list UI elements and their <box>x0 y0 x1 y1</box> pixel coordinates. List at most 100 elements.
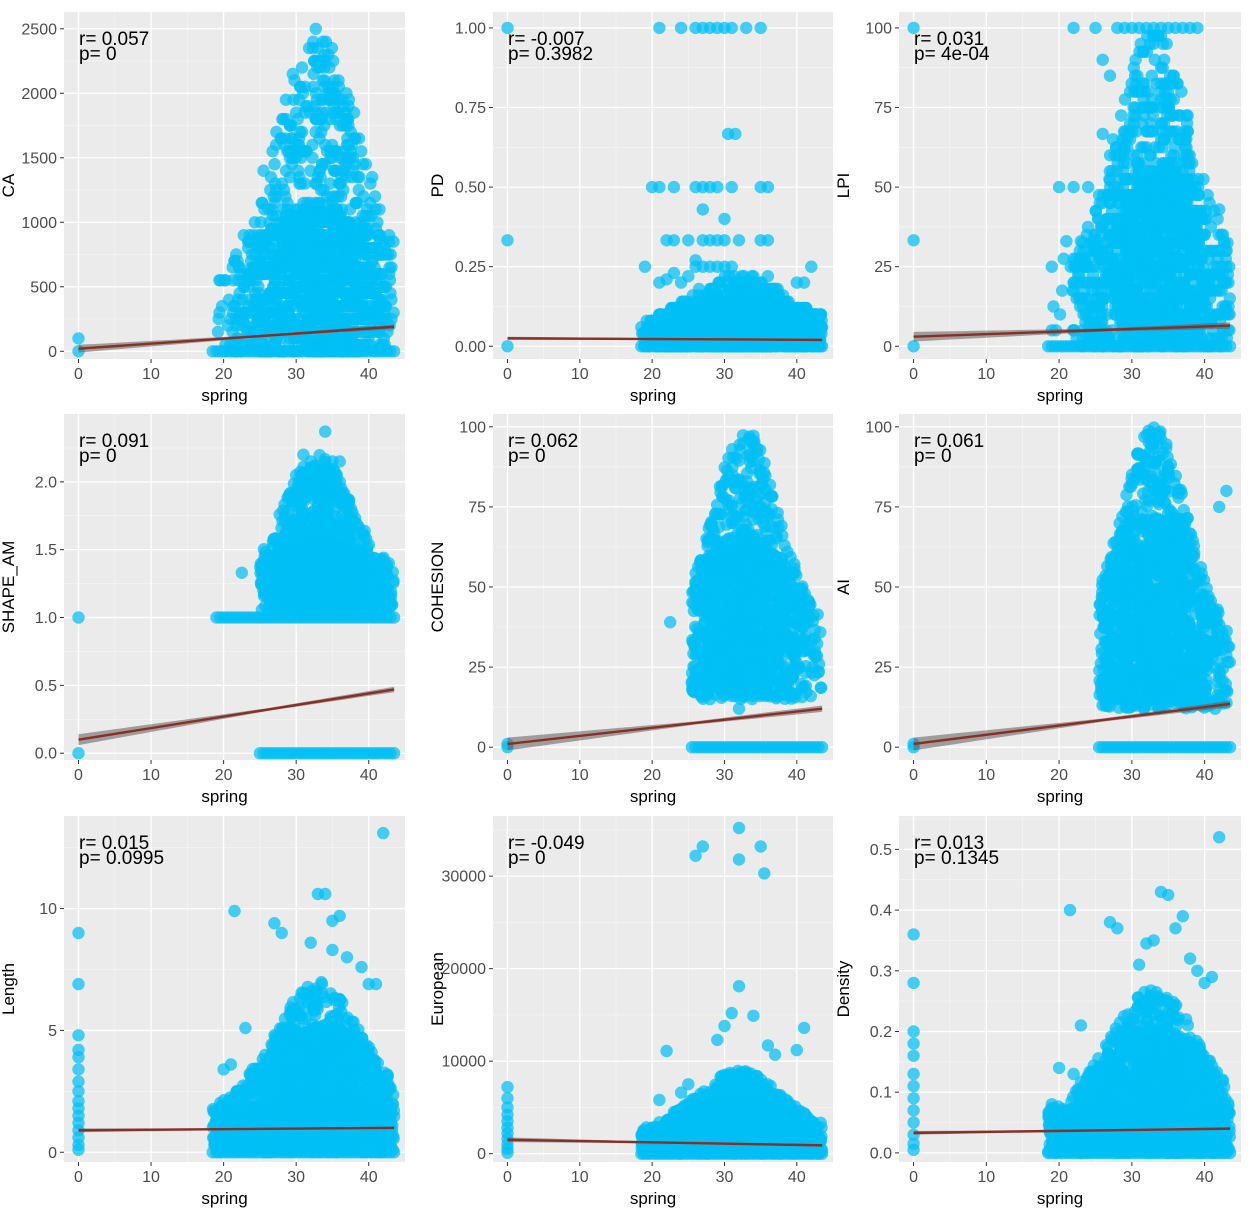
data-point <box>243 235 256 248</box>
data-point <box>1192 204 1205 218</box>
y-tick-label: 2.0 <box>35 474 57 491</box>
x-tick-label: 0 <box>503 366 512 383</box>
data-point <box>359 306 372 319</box>
x-tick-label: 0 <box>74 366 83 383</box>
data-point <box>1103 69 1117 82</box>
data-point <box>682 270 695 283</box>
data-point <box>309 177 322 190</box>
y-tick-label: 0 <box>48 344 57 361</box>
y-tick-label: 0.75 <box>455 100 486 117</box>
data-point <box>667 234 681 247</box>
data-point <box>1074 235 1088 248</box>
data-point <box>276 345 290 358</box>
data-point <box>316 274 329 287</box>
data-point <box>718 212 731 226</box>
data-point <box>1069 252 1083 265</box>
data-point <box>235 319 248 332</box>
data-point <box>1141 165 1154 178</box>
data-point <box>1067 180 1080 194</box>
data-point <box>256 196 269 210</box>
data-point <box>501 234 514 247</box>
data-point <box>294 177 308 190</box>
data-point <box>1192 172 1205 186</box>
data-point <box>1130 157 1144 170</box>
data-point <box>1096 53 1109 66</box>
data-point <box>241 274 255 287</box>
data-point <box>1201 188 1214 202</box>
data-point <box>373 203 386 216</box>
data-point <box>257 261 271 274</box>
data-point <box>689 327 702 340</box>
data-point <box>238 306 252 319</box>
regression-line <box>913 324 1231 338</box>
data-point <box>656 314 669 327</box>
data-point <box>1142 220 1156 234</box>
x-tick-label: 10 <box>571 366 589 383</box>
data-point <box>1155 117 1169 130</box>
data-point <box>1187 188 1201 202</box>
data-point <box>745 270 758 283</box>
data-point <box>1154 101 1167 114</box>
x-tick-label: 30 <box>287 767 305 784</box>
data-point <box>290 332 303 345</box>
y-tick-label: 0.25 <box>455 259 486 276</box>
x-tick-label: 20 <box>215 366 233 383</box>
y-tick-label: 1500 <box>21 150 57 167</box>
data-point <box>1175 172 1189 186</box>
data-point <box>281 229 295 242</box>
data-point <box>696 203 709 216</box>
x-tick-label: 30 <box>1123 366 1141 383</box>
data-point <box>1157 308 1171 321</box>
scatter-points <box>501 21 829 353</box>
data-point <box>1143 292 1156 305</box>
data-point <box>72 332 85 345</box>
data-point <box>1189 284 1202 297</box>
data-point <box>313 261 326 274</box>
data-point <box>1076 340 1089 353</box>
data-point <box>1184 332 1197 345</box>
data-point <box>1130 85 1143 98</box>
data-point <box>759 321 773 334</box>
data-point <box>1121 332 1135 345</box>
data-point <box>294 80 307 94</box>
y-tick-label: 0 <box>883 339 892 356</box>
data-point <box>330 345 343 358</box>
data-point <box>387 611 401 624</box>
data-point <box>309 54 322 68</box>
data-point <box>713 282 726 296</box>
data-point <box>1156 61 1169 74</box>
data-point <box>352 132 366 145</box>
data-point <box>1132 236 1145 249</box>
data-point <box>231 345 244 358</box>
data-point <box>307 67 320 81</box>
data-point <box>331 306 344 319</box>
data-point <box>1206 284 1220 297</box>
data-point <box>1087 308 1101 321</box>
data-point <box>212 312 225 326</box>
data-point <box>667 266 681 280</box>
data-point <box>321 306 334 319</box>
data-point <box>645 314 659 327</box>
data-point <box>1161 157 1175 170</box>
data-point <box>718 234 731 247</box>
data-point <box>351 170 364 184</box>
data-point <box>226 325 239 339</box>
data-point <box>367 287 381 300</box>
x-tick-label: 40 <box>360 767 378 784</box>
data-point <box>327 164 341 177</box>
data-point <box>307 248 320 261</box>
y-tick-label: 1.00 <box>455 20 486 37</box>
data-point <box>325 41 339 55</box>
data-point <box>260 345 273 358</box>
data-point <box>259 332 272 345</box>
data-point <box>725 260 738 273</box>
data-point <box>354 222 367 235</box>
y-tick-label: 2000 <box>21 86 57 103</box>
data-point <box>375 338 389 351</box>
x-tick-label: 30 <box>716 366 734 383</box>
data-point <box>764 282 778 296</box>
data-point <box>1191 21 1204 35</box>
data-point <box>1198 228 1211 241</box>
data-point <box>1162 252 1175 265</box>
data-point <box>257 312 270 326</box>
